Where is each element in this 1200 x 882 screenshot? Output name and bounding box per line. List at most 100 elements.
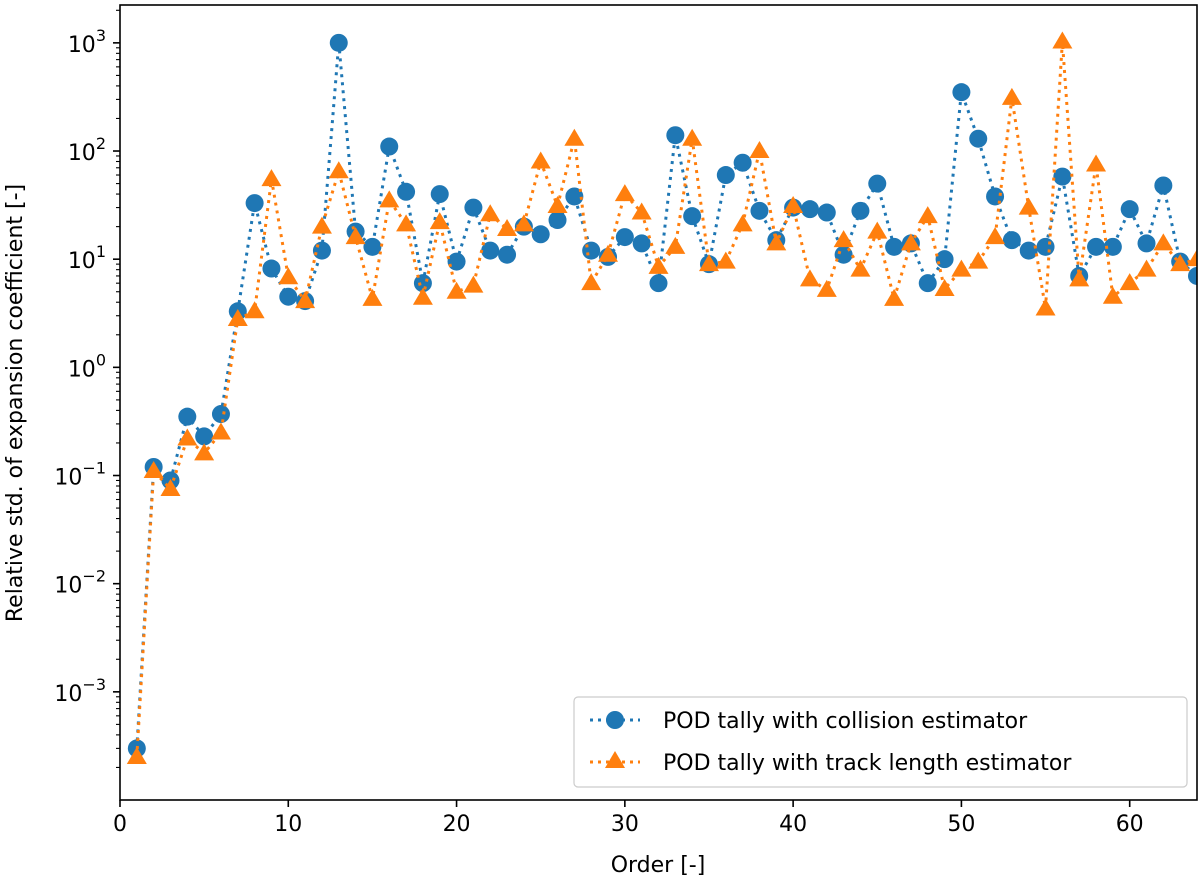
data-point-track-length [564, 128, 585, 146]
data-point-track-length [210, 422, 231, 440]
data-point-track-length [833, 230, 854, 248]
data-point-track-length [1119, 273, 1140, 291]
data-point-collision [733, 153, 752, 172]
data-point-collision [868, 174, 887, 193]
y-tick-label: 10−3 [54, 675, 106, 707]
data-point-track-length [244, 301, 265, 319]
data-point-collision [178, 407, 197, 426]
data-point-track-length [1069, 269, 1090, 287]
data-point-track-length [1102, 286, 1123, 304]
data-point-track-length [900, 233, 921, 251]
data-point-track-length [614, 184, 635, 202]
data-point-track-length [783, 196, 804, 214]
data-point-track-length [396, 214, 417, 232]
data-point-track-length [295, 291, 316, 309]
data-point-collision [531, 225, 550, 244]
data-point-collision [885, 237, 904, 256]
data-point-collision [430, 185, 449, 204]
data-point-track-length [698, 254, 719, 272]
y-tick-label: 101 [68, 242, 106, 274]
y-tick-label: 103 [68, 26, 106, 58]
data-point-track-length [429, 212, 450, 230]
data-point-collision [1120, 200, 1139, 219]
data-point-track-length [379, 190, 400, 208]
x-tick-label: 50 [947, 812, 975, 837]
y-tick-label: 10−2 [54, 567, 106, 599]
series-layer [126, 31, 1197, 764]
y-axis-title: Relative std. of expansion coefficient [… [3, 184, 28, 622]
series-line-collision [135, 42, 1197, 749]
data-point-collision [582, 241, 601, 260]
data-point-track-length [160, 479, 181, 497]
data-point-track-length [1001, 87, 1022, 105]
legend: POD tally with collision estimator POD t… [573, 696, 1188, 788]
data-point-track-length [682, 128, 703, 146]
data-point-collision [380, 137, 399, 156]
data-point-collision [565, 187, 584, 206]
data-point-collision [649, 274, 668, 293]
data-point-collision [918, 274, 937, 293]
data-point-track-length [951, 259, 972, 277]
data-point-track-length [850, 259, 871, 277]
data-point-track-length [194, 443, 215, 461]
legend-box [573, 696, 1188, 788]
data-point-track-length [547, 196, 568, 214]
data-point-collision [548, 211, 567, 230]
data-point-track-length [1187, 249, 1197, 267]
data-point-track-length [345, 227, 366, 245]
data-point-track-length [917, 206, 938, 224]
x-tick-label: 0 [113, 812, 127, 837]
x-tick-label: 10 [274, 812, 302, 837]
data-point-collision [498, 245, 517, 264]
data-point-collision [851, 201, 870, 220]
data-point-collision [1087, 237, 1106, 256]
data-point-collision [329, 33, 348, 52]
x-tick-label: 40 [779, 812, 807, 837]
data-point-collision [1036, 237, 1055, 256]
data-point-collision [1137, 234, 1156, 253]
data-point-collision [952, 83, 971, 102]
y-tick-label: 10−1 [54, 459, 106, 491]
plot-frame [119, 4, 1198, 801]
data-point-track-length [1086, 154, 1107, 172]
data-point-collision [447, 252, 466, 271]
legend-label-track-length: POD tally with track length estimator [663, 751, 1072, 776]
data-point-collision [1103, 237, 1122, 256]
data-point-collision [986, 187, 1005, 206]
data-point-collision [935, 250, 954, 269]
data-point-collision [279, 287, 298, 306]
data-point-track-length [732, 214, 753, 232]
data-point-collision [481, 241, 500, 260]
data-point-track-length [497, 219, 518, 237]
data-point-collision [363, 237, 382, 256]
data-point-collision [397, 182, 416, 201]
data-point-track-length [311, 216, 332, 234]
data-point-track-length [227, 308, 248, 326]
x-tick-label: 20 [443, 812, 471, 837]
data-point-track-length [412, 287, 433, 305]
data-point-collision [1053, 167, 1072, 186]
data-point-collision [1019, 241, 1038, 260]
data-point-track-length [1018, 197, 1039, 215]
data-point-track-length [581, 273, 602, 291]
data-point-track-length [631, 202, 652, 220]
data-point-track-length [530, 151, 551, 169]
legend-marker-collision [606, 711, 624, 729]
x-tick-label: 30 [611, 812, 639, 837]
data-point-collision [1154, 176, 1173, 195]
data-point-collision [262, 259, 281, 278]
data-point-collision [800, 200, 819, 219]
data-point-track-length [1136, 259, 1157, 277]
data-point-collision [683, 207, 702, 226]
data-point-collision [1002, 231, 1021, 250]
data-point-collision [1188, 266, 1197, 285]
data-point-track-length [1035, 298, 1056, 316]
data-point-track-length [143, 461, 164, 479]
data-point-track-length [766, 233, 787, 251]
y-tick-label: 102 [68, 134, 106, 166]
data-point-track-length [480, 204, 501, 222]
data-point-track-length [126, 746, 147, 764]
series-track-length [126, 31, 1197, 764]
data-point-track-length [934, 279, 955, 297]
